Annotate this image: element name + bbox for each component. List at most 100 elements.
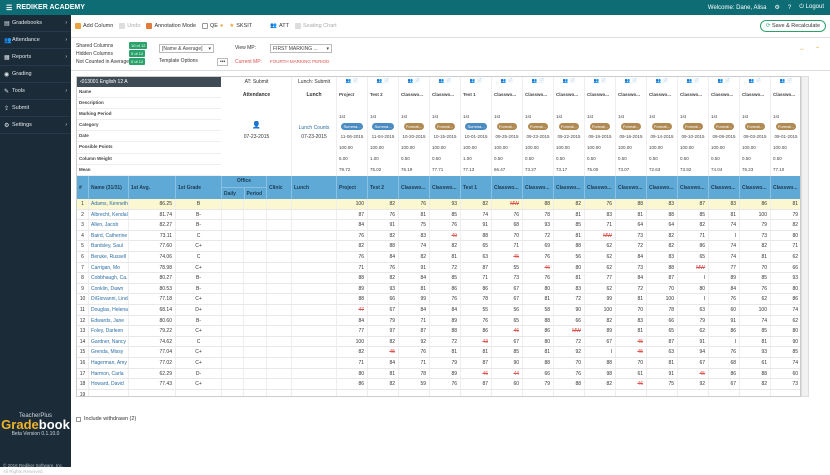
score-cell[interactable]: 87 xyxy=(678,199,709,209)
score-cell[interactable]: 89 xyxy=(585,326,616,337)
score-cell[interactable]: 72 xyxy=(523,230,554,241)
empty-cell[interactable] xyxy=(292,305,337,315)
score-cell[interactable]: 56 xyxy=(492,305,523,315)
score-cell[interactable]: 78 xyxy=(399,368,430,379)
score-cell[interactable]: 46 xyxy=(461,368,492,379)
score-cell[interactable]: 70 xyxy=(740,262,771,273)
score-cell[interactable]: 93 xyxy=(740,347,771,358)
score-cell[interactable]: 65 xyxy=(647,326,678,337)
score-cell[interactable] xyxy=(678,389,709,396)
table-row[interactable]: 3 Allen, Jacob 82.27 B- 84 91 75 76 91 68 93 85 71 64… xyxy=(77,220,800,231)
empty-cell[interactable] xyxy=(267,358,292,368)
score-cell[interactable]: 86 xyxy=(430,283,461,294)
score-cell[interactable]: 76 xyxy=(523,252,554,262)
score-cell[interactable]: 82 xyxy=(678,220,709,231)
assignment-column-header[interactable]: 👥 📄 Classwo... 1st Format... 09-03-2015 100.0… xyxy=(740,77,771,176)
score-cell[interactable]: 76 xyxy=(430,220,461,231)
score-cell[interactable]: 81 xyxy=(740,252,771,262)
score-cell[interactable]: 88 xyxy=(523,199,554,209)
score-cell[interactable]: 82 xyxy=(554,199,585,209)
score-cell[interactable]: 72 xyxy=(554,294,585,305)
score-cell[interactable]: 77 xyxy=(337,326,368,337)
header-avg[interactable]: 1st Avg. xyxy=(129,176,176,199)
empty-cell[interactable] xyxy=(222,389,244,396)
score-cell[interactable]: 63 xyxy=(461,252,492,262)
score-cell[interactable]: 84 xyxy=(399,273,430,284)
score-cell[interactable]: 74 xyxy=(709,220,740,231)
score-cell[interactable]: 72 xyxy=(430,262,461,273)
header-assignment[interactable]: Project xyxy=(337,176,368,199)
column-icons[interactable]: 👥 📄 xyxy=(779,78,793,83)
score-cell[interactable]: 73 xyxy=(771,379,800,389)
score-cell[interactable]: 72 xyxy=(616,241,647,252)
column-icons[interactable]: 👥 📄 xyxy=(345,78,359,83)
score-cell[interactable]: 71 xyxy=(337,262,368,273)
score-cell[interactable]: 88 xyxy=(523,358,554,368)
score-cell[interactable]: 81 xyxy=(430,347,461,358)
score-cell[interactable]: 89 xyxy=(337,283,368,294)
score-cell[interactable]: 100 xyxy=(740,209,771,220)
empty-cell[interactable] xyxy=(244,294,267,305)
score-cell[interactable]: 77 xyxy=(709,262,740,273)
score-cell[interactable]: 86 xyxy=(337,379,368,390)
score-cell[interactable]: 49 xyxy=(430,230,461,241)
score-cell[interactable]: 65 xyxy=(461,241,492,252)
score-cell[interactable]: 76 xyxy=(709,294,740,305)
score-cell[interactable]: 75 xyxy=(399,220,430,231)
score-cell[interactable]: 83 xyxy=(399,230,430,241)
empty-cell[interactable] xyxy=(222,305,244,315)
score-cell[interactable]: 62 xyxy=(585,262,616,273)
score-cell[interactable]: 82 xyxy=(368,379,399,390)
header-daily[interactable]: Daily xyxy=(222,188,245,199)
column-icons[interactable]: 👥 📄 xyxy=(624,78,638,83)
score-cell[interactable]: 47 xyxy=(337,305,368,315)
student-name[interactable]: Gardner, Nancy xyxy=(89,336,129,347)
score-cell[interactable]: 59 xyxy=(399,379,430,390)
score-cell[interactable]: 80 xyxy=(554,262,585,273)
empty-cell[interactable] xyxy=(267,368,292,379)
score-cell[interactable] xyxy=(461,389,492,396)
student-name[interactable]: Foley, Darleen xyxy=(89,326,129,337)
empty-cell[interactable] xyxy=(244,262,267,273)
score-cell[interactable] xyxy=(771,390,800,396)
student-name[interactable]: Edwards, Jane xyxy=(89,315,129,326)
score-cell[interactable]: 64 xyxy=(647,220,678,231)
score-cell[interactable]: 82 xyxy=(647,230,678,241)
score-cell[interactable]: 76 xyxy=(709,347,740,358)
score-cell[interactable]: 86 xyxy=(523,326,554,337)
score-cell[interactable]: 79 xyxy=(678,315,709,326)
empty-cell[interactable] xyxy=(244,347,267,358)
score-cell[interactable]: 80 xyxy=(771,231,800,241)
score-cell[interactable]: 58 xyxy=(523,305,554,315)
score-cell[interactable]: I xyxy=(585,347,616,358)
student-name[interactable]: Beruke, Russell xyxy=(89,252,129,262)
undo-button[interactable]: Undo xyxy=(119,23,140,29)
score-cell[interactable]: 76 xyxy=(368,262,399,273)
sidebar-item-gradebooks[interactable]: ▤ Gradebooks › xyxy=(0,15,71,32)
empty-cell[interactable] xyxy=(222,315,244,326)
column-icons[interactable]: 👥 📄 xyxy=(407,78,421,83)
assignment-column-header[interactable]: 👥 📄 Test 2 1st Summa... 11-04-2015 100.00 1.00… xyxy=(368,77,399,176)
score-cell[interactable]: 66 xyxy=(771,263,800,273)
score-cell[interactable] xyxy=(554,389,585,396)
student-name[interactable]: Cobbhaugh, Ca... xyxy=(91,273,129,284)
sidebar-item-grading[interactable]: ◉ Grading xyxy=(0,66,71,83)
score-cell[interactable]: 74 xyxy=(399,241,430,252)
header-assignment[interactable]: Classwo... xyxy=(771,176,800,199)
score-cell[interactable]: 86 xyxy=(678,241,709,252)
empty-cell[interactable] xyxy=(267,230,292,241)
column-icons[interactable]: 👥 📄 xyxy=(376,78,390,83)
assignment-column-header[interactable]: 👥 📄 Classwo... 1st Format... 09-10-2015 100.0… xyxy=(678,77,709,176)
score-cell[interactable]: 84 xyxy=(399,305,430,315)
score-cell[interactable]: 46 xyxy=(523,262,554,273)
score-cell[interactable]: 76 xyxy=(740,283,771,294)
table-row[interactable]: 5 Bardsley, Saul 77.60 C+ 82 88 74 82 65 71 69 88 62… xyxy=(77,241,800,252)
add-column-button[interactable]: Add Column xyxy=(75,23,113,29)
empty-cell[interactable] xyxy=(244,241,267,252)
score-cell[interactable]: 64 xyxy=(616,220,647,231)
menu-icon[interactable]: ☰ xyxy=(6,4,13,12)
empty-cell[interactable] xyxy=(267,209,292,220)
header-assignment[interactable]: Test 2 xyxy=(368,176,399,199)
score-cell[interactable]: 81 xyxy=(399,209,430,220)
score-cell[interactable]: 91 xyxy=(461,220,492,231)
